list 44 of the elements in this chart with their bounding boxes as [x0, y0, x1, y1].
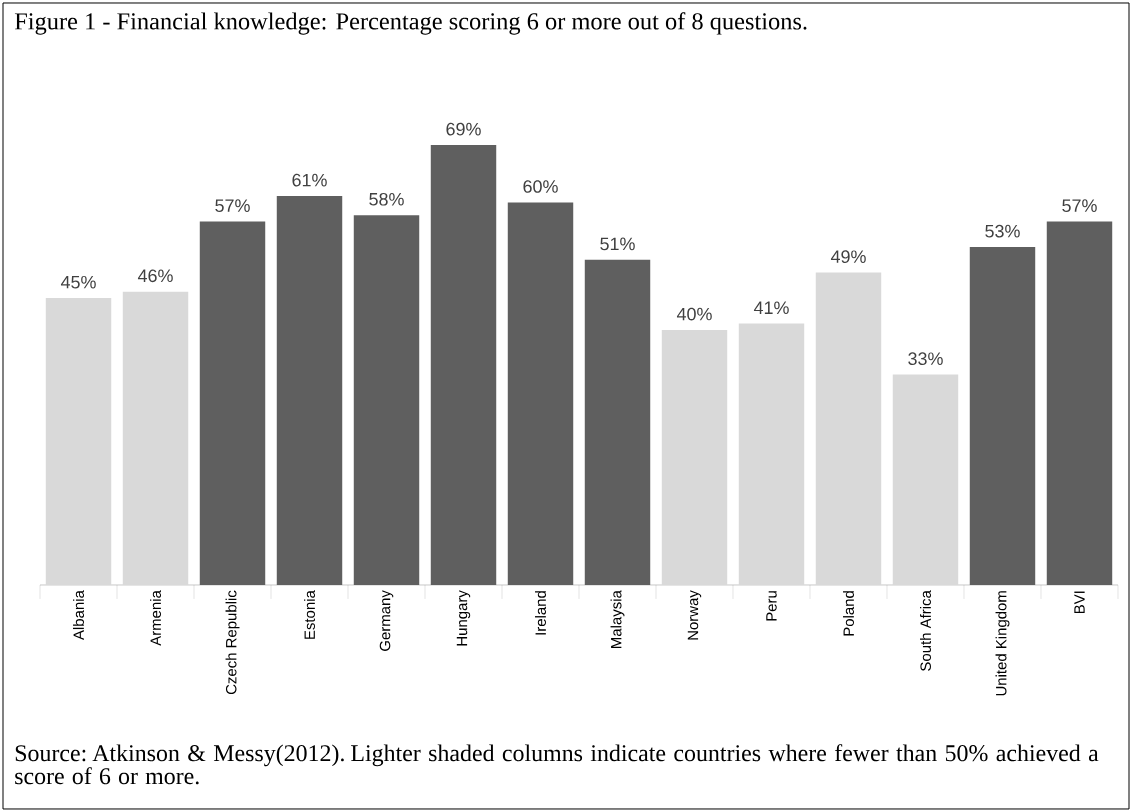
bar	[738, 323, 805, 585]
bar	[815, 272, 882, 585]
x-tick-label: United Kingdom	[995, 591, 1010, 696]
x-tick-label: Hungary	[456, 590, 471, 646]
x-tick-label: Armenia	[150, 590, 161, 646]
bar	[199, 221, 266, 585]
bar	[584, 259, 651, 585]
data-label: 51%	[600, 237, 635, 251]
data-label: 69%	[446, 122, 481, 136]
bar	[969, 247, 1036, 585]
data-label: 49%	[830, 250, 866, 263]
bar	[430, 144, 497, 585]
bar	[122, 291, 189, 585]
x-tick-label: South Africa	[920, 590, 931, 671]
source-note: Source: Atkinson & Messy(2012). Lighter shaded columns indicate countries where fewer than 50% achieved a score of 6 or more.	[15, 744, 1099, 785]
data-label: 45%	[60, 275, 96, 289]
bar	[892, 374, 959, 585]
data-label: 41%	[753, 301, 789, 315]
bar	[45, 298, 112, 585]
bar	[276, 196, 343, 585]
chart-title: Figure 1 - Financial knowledge: Percentage scoring 6 or more out of 8 questions.	[14, 12, 807, 35]
bar	[507, 202, 574, 585]
x-tick-label: Czech Republic	[225, 590, 240, 695]
data-label: 53%	[985, 224, 1020, 238]
x-tick-label: Germany	[379, 590, 394, 651]
data-label: 60%	[523, 180, 558, 193]
data-label: 57%	[215, 199, 250, 212]
data-label: 46%	[137, 269, 173, 283]
x-tick-label: Albania	[73, 590, 84, 640]
data-label: 57%	[1062, 199, 1097, 212]
x-tick-label: Ireland	[535, 591, 546, 635]
data-label: 33%	[908, 352, 943, 366]
x-tick-label: BVI	[1074, 591, 1085, 614]
bar	[661, 329, 728, 585]
bar	[353, 215, 420, 585]
data-label: 61%	[292, 173, 327, 187]
x-tick-label: Poland	[843, 591, 854, 636]
x-tick-label: Norway	[687, 590, 702, 640]
x-tick-label: Estonia	[304, 590, 315, 639]
data-label: 40%	[676, 307, 712, 321]
data-label: 58%	[369, 192, 404, 206]
x-tick-label: Malaysia	[610, 590, 625, 648]
x-tick-label: Peru	[766, 591, 777, 621]
bar	[1046, 221, 1113, 585]
